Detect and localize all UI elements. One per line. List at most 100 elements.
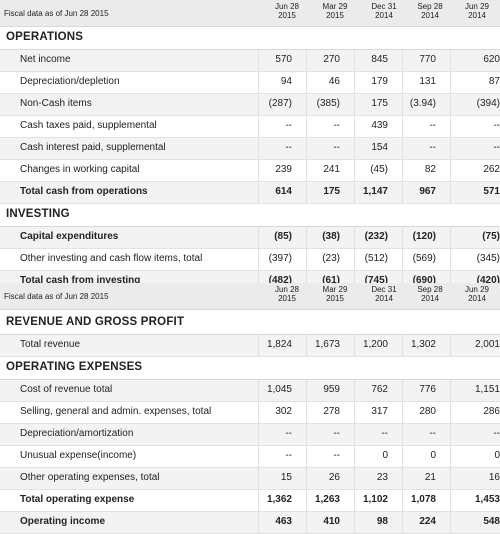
column-divider	[354, 160, 355, 181]
column-divider	[450, 512, 451, 533]
row-value: (75)	[482, 231, 500, 242]
column-divider	[258, 227, 259, 248]
table-header: Fiscal data as of Jun 28 2015 Jun 28 2015…	[0, 283, 500, 310]
row-value: (394)	[476, 98, 500, 109]
row-value: 570	[275, 54, 292, 65]
row-value: 1,263	[314, 494, 340, 505]
column-divider	[450, 490, 451, 511]
column-divider	[306, 227, 307, 248]
row-label: Depreciation/amortization	[20, 428, 134, 439]
row-value: (232)	[364, 231, 388, 242]
column-divider	[450, 335, 451, 356]
row-value: --	[285, 428, 292, 439]
column-divider	[402, 249, 403, 270]
column-divider	[450, 160, 451, 181]
row-value: --	[285, 450, 292, 461]
table-row: Changes in working capital 239 241 (45) 82 26…	[0, 160, 500, 182]
table-row: Operating income 463 410 98 224 548	[0, 512, 500, 534]
column-header: Mar 29 2015	[322, 2, 348, 20]
column-divider	[306, 490, 307, 511]
row-value: 46	[328, 76, 340, 87]
table-row: Non-Cash items (287) (385) 175 (3.94) (394)	[0, 94, 500, 116]
row-value: 317	[371, 406, 388, 417]
row-label: Total revenue	[20, 339, 81, 350]
column-divider	[354, 468, 355, 489]
row-value: 94	[280, 76, 292, 87]
table-row: Cost of revenue total 1,045 959 762 776 1,151	[0, 380, 500, 402]
row-value: 1,147	[362, 186, 388, 197]
row-value: (482)	[268, 275, 292, 286]
column-divider	[402, 72, 403, 93]
table-row: Other investing and cash flow items, tot…	[0, 249, 500, 271]
section-heading-investing: INVESTING	[0, 204, 500, 227]
column-divider	[450, 271, 451, 292]
column-divider	[258, 50, 259, 71]
table-row: Capital expenditures (85) (38) (232) (120) (7…	[0, 227, 500, 249]
column-divider	[354, 249, 355, 270]
row-value: 1,078	[410, 494, 436, 505]
column-divider	[450, 402, 451, 423]
row-value: 1,102	[362, 494, 388, 505]
row-value: (45)	[370, 164, 388, 175]
row-label: Unusual expense(income)	[20, 450, 137, 461]
column-divider	[306, 271, 307, 292]
column-divider	[258, 249, 259, 270]
row-value: --	[285, 142, 292, 153]
row-label: Total cash from investing	[20, 275, 141, 286]
row-value: 26	[328, 472, 340, 483]
row-label: Cash taxes paid, supplemental	[20, 120, 157, 131]
column-divider	[306, 72, 307, 93]
column-divider	[354, 182, 355, 203]
row-value: --	[493, 428, 500, 439]
row-value: (120)	[412, 231, 436, 242]
column-divider	[354, 50, 355, 71]
column-divider	[450, 424, 451, 445]
row-value: 82	[424, 164, 436, 175]
row-value: 614	[275, 186, 292, 197]
row-value: 776	[419, 384, 436, 395]
row-value: (23)	[322, 253, 340, 264]
table-row: Total operating expense 1,362 1,263 1,102 1,…	[0, 490, 500, 512]
row-value: 302	[275, 406, 292, 417]
row-label: Capital expenditures	[20, 231, 119, 242]
row-value: 845	[371, 54, 388, 65]
column-divider	[450, 138, 451, 159]
column-header: Dec 31 2014	[371, 285, 397, 303]
table-row: Total cash from operations 614 175 1,147 967…	[0, 182, 500, 204]
column-divider	[450, 94, 451, 115]
column-divider	[306, 160, 307, 181]
section-heading-operations: OPERATIONS	[0, 27, 500, 50]
row-value: 762	[371, 384, 388, 395]
row-value: --	[429, 120, 436, 131]
row-label: Selling, general and admin. expenses, to…	[20, 406, 212, 417]
row-value: --	[429, 428, 436, 439]
column-divider	[402, 380, 403, 401]
column-divider	[258, 380, 259, 401]
table-row: Selling, general and admin. expenses, to…	[0, 402, 500, 424]
row-label: Cash interest paid, supplemental	[20, 142, 166, 153]
column-divider	[402, 271, 403, 292]
column-divider	[450, 227, 451, 248]
column-divider	[354, 138, 355, 159]
column-divider	[402, 160, 403, 181]
table-header: Fiscal data as of Jun 28 2015 Jun 28 2015…	[0, 0, 500, 27]
column-divider	[306, 380, 307, 401]
column-divider	[354, 94, 355, 115]
column-header: Dec 31 2014	[371, 2, 397, 20]
row-value: 1,200	[362, 339, 388, 350]
column-divider	[450, 380, 451, 401]
row-value: 15	[280, 472, 292, 483]
column-divider	[450, 50, 451, 71]
column-divider	[450, 446, 451, 467]
column-header: Jun 28 2015	[274, 285, 300, 303]
row-value: 2,001	[474, 339, 500, 350]
section-heading-operating-expenses: OPERATING EXPENSES	[0, 357, 500, 380]
table-row: Net income 570 270 845 770 620	[0, 50, 500, 72]
row-value: 0	[430, 450, 436, 461]
column-divider	[258, 138, 259, 159]
section-heading-revenue: REVENUE AND GROSS PROFIT	[0, 310, 500, 335]
table-row: Total revenue 1,824 1,673 1,200 1,302 2,001	[0, 335, 500, 357]
row-value: (420)	[476, 275, 500, 286]
row-value: --	[493, 142, 500, 153]
fiscal-date-label: Fiscal data as of Jun 28 2015	[4, 9, 109, 18]
